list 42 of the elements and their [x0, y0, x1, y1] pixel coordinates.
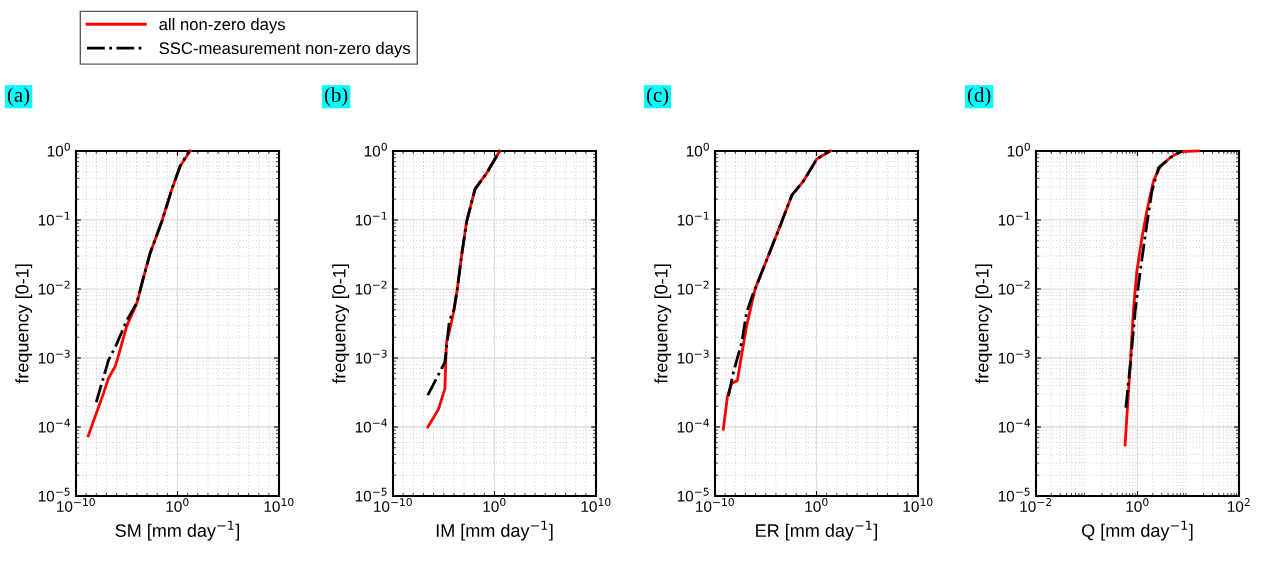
x-tick-label: 10$^{2}$: [1227, 498, 1250, 512]
x-tick-label: 10$^{0}$: [1126, 498, 1149, 512]
y-tick-label: 10$^{−1}$: [677, 211, 709, 226]
y-tick-label: 10$^{−3}$: [998, 349, 1030, 364]
y-tick-label: 10$^{0}$: [47, 142, 70, 157]
text: (a): [7, 87, 30, 107]
y-tick-label: 10$^{−2}$: [677, 280, 709, 295]
y-tick-label: 10$^{−1}$: [355, 211, 387, 226]
y-axis-title: frequency [0-1]: [654, 264, 672, 384]
x-axis-title: IM [mm day$^{−1}$]: [436, 520, 553, 541]
y-tick-label: 10$^{−1}$: [38, 211, 70, 226]
x-axis-title: Q [mm day$^{−1}$]: [1082, 520, 1193, 541]
y-tick-label: 10$^{−4}$: [355, 418, 387, 433]
text: (c): [646, 87, 669, 107]
y-tick-label: 10$^{−4}$: [677, 418, 709, 433]
y-axis-title: frequency [0-1]: [15, 264, 33, 384]
x-tick-label: 10$^{0}$: [805, 498, 828, 512]
y-tick-label: 10$^{−2}$: [355, 280, 387, 295]
x-axis-title: SM [mm day$^{−1}$]: [115, 520, 240, 541]
y-tick-label: 10$^{0}$: [686, 142, 709, 157]
y-tick-label: 10$^{−2}$: [998, 280, 1030, 295]
y-tick-label: 10$^{0}$: [364, 142, 387, 157]
y-tick-label: 10$^{−3}$: [38, 349, 70, 364]
y-axis-title: frequency [0-1]: [332, 264, 350, 384]
legend-label: SSC-measurement non-zero days: [159, 41, 411, 58]
x-tick-label: 10$^{10}$: [264, 498, 294, 512]
y-tick-label: 10$^{−3}$: [677, 349, 709, 364]
y-tick-label: 10$^{−1}$: [998, 211, 1030, 226]
text: (d): [967, 87, 991, 107]
y-tick-label: 10$^{−4}$: [38, 418, 70, 433]
x-tick-label: 10$^{10}$: [903, 498, 933, 512]
x-tick-label: 10$^{0}$: [483, 498, 506, 512]
legend-label: all non-zero days: [159, 18, 285, 34]
y-tick-label: 10$^{−3}$: [355, 349, 387, 364]
y-tick-label: 10$^{−2}$: [38, 280, 70, 295]
text: (b): [324, 87, 348, 107]
y-axis-title: frequency [0-1]: [975, 264, 993, 384]
x-tick-label: 10$^{0}$: [166, 498, 189, 512]
y-tick-label: 10$^{−4}$: [998, 418, 1030, 433]
y-tick-label: 10$^{0}$: [1007, 142, 1030, 157]
x-axis-title: ER [mm day$^{−1}$]: [756, 520, 878, 541]
x-tick-label: 10$^{10}$: [581, 498, 611, 512]
